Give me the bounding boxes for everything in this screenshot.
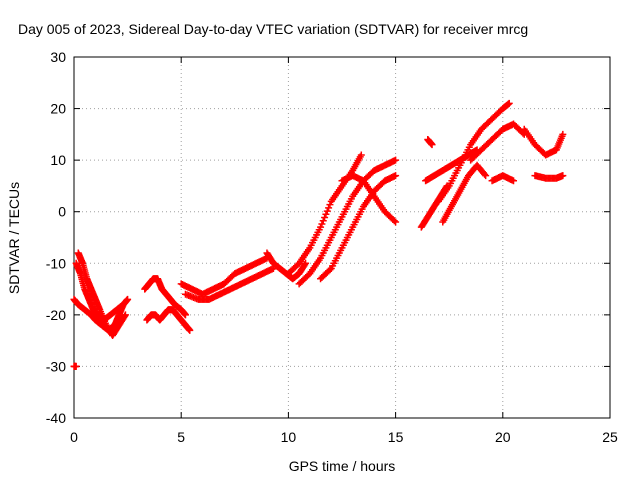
data-point: [325, 204, 333, 212]
x-tick-label: 25: [602, 429, 618, 445]
data-point: [72, 362, 80, 370]
data-point: [321, 214, 329, 222]
data-point: [119, 301, 127, 309]
data-point: [186, 326, 194, 334]
data-point: [326, 201, 334, 209]
data-point: [317, 223, 325, 231]
x-tick-labels: 0 5 10 15 20 25: [70, 429, 618, 445]
data-point: [319, 217, 327, 225]
data-points: [70, 99, 567, 370]
series-arc-v: [488, 172, 518, 185]
data-point: [302, 259, 310, 267]
y-tick-labels: -40 -30 -20 -10 0 10 20 30: [46, 49, 66, 426]
chart-title: Day 005 of 2023, Sidereal Day-to-day VTE…: [18, 21, 528, 37]
data-point: [392, 172, 400, 180]
series-arc-t: [531, 172, 567, 182]
y-tick-label: -40: [46, 410, 66, 426]
series-arc-i: [263, 249, 310, 283]
x-tick-label: 15: [388, 429, 404, 445]
x-tick-label: 5: [177, 429, 185, 445]
data-point: [181, 311, 189, 319]
data-point: [357, 151, 365, 159]
data-point: [392, 218, 400, 226]
data-point: [318, 220, 326, 228]
data-point: [121, 312, 129, 320]
data-point: [301, 261, 309, 269]
data-point: [428, 141, 436, 149]
data-point: [323, 207, 331, 215]
tick-marks: [73, 56, 611, 419]
series-arc-s: [520, 125, 567, 159]
y-tick-label: 30: [50, 49, 66, 65]
data-point: [121, 311, 129, 319]
data-point: [390, 217, 398, 225]
y-tick-label: -30: [46, 358, 66, 374]
x-tick-label: 10: [281, 429, 297, 445]
x-axis-label: GPS time / hours: [289, 458, 396, 474]
plot-area-frame: [73, 56, 611, 419]
data-point: [559, 172, 567, 180]
series-arc-m: [338, 172, 400, 226]
series-arc-h: [181, 264, 277, 303]
data-point: [124, 295, 132, 303]
series-arc-d: [70, 362, 80, 370]
y-axis-label: SDTVAR / TECUs: [6, 182, 22, 294]
data-point: [505, 99, 513, 107]
y-tick-label: -10: [46, 255, 66, 271]
series-arc-e: [141, 275, 189, 319]
data-point: [482, 172, 490, 180]
series-arc-q: [439, 161, 490, 226]
x-tick-label: 20: [495, 429, 511, 445]
series-arc-j: [284, 151, 365, 278]
data-point: [392, 156, 400, 164]
series-arc-c: [74, 249, 129, 339]
series-arc-r: [467, 120, 528, 164]
y-tick-label: 20: [50, 101, 66, 117]
series-arc-p: [434, 99, 513, 205]
y-tick-label: -20: [46, 307, 66, 323]
data-point: [322, 210, 330, 218]
x-tick-label: 0: [70, 429, 78, 445]
series-arc-f: [143, 306, 194, 334]
y-tick-label: 10: [50, 152, 66, 168]
data-point: [481, 170, 489, 178]
series-arc-u: [424, 136, 436, 149]
data-point: [559, 130, 567, 138]
data-point: [510, 177, 518, 185]
data-point: [326, 266, 334, 274]
y-tick-label: 0: [58, 204, 66, 220]
